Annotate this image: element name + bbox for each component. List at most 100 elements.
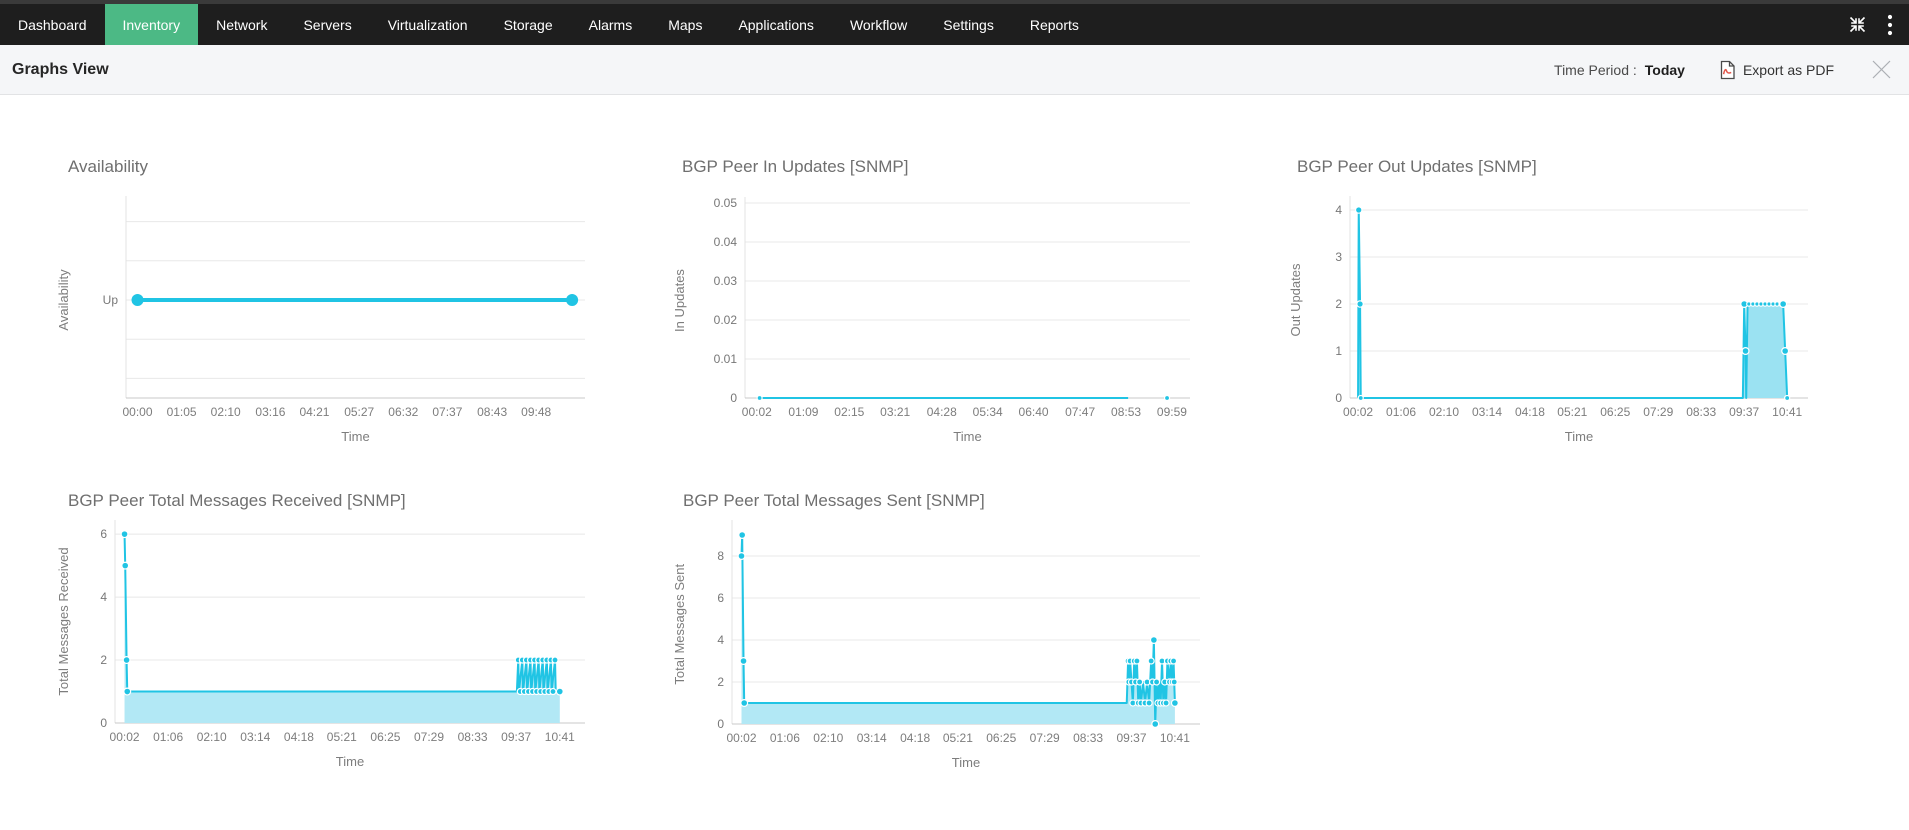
svg-text:Out Updates: Out Updates: [1288, 263, 1303, 336]
svg-text:08:33: 08:33: [458, 730, 488, 744]
nav-tab-alarms[interactable]: Alarms: [588, 16, 633, 33]
nav-tab-storage[interactable]: Storage: [503, 16, 553, 33]
time-period-value[interactable]: Today: [1644, 61, 1685, 78]
svg-text:03:14: 03:14: [857, 731, 887, 745]
nav-tab-inventory[interactable]: Inventory: [104, 4, 199, 45]
svg-text:Time: Time: [336, 754, 364, 769]
svg-text:07:29: 07:29: [414, 730, 444, 744]
svg-text:00:02: 00:02: [110, 730, 140, 744]
svg-text:03:14: 03:14: [240, 730, 270, 744]
pdf-icon: [1719, 60, 1736, 80]
page-title: Graphs View: [12, 60, 109, 78]
svg-text:00:02: 00:02: [1343, 405, 1373, 419]
svg-text:07:29: 07:29: [1030, 731, 1060, 745]
svg-text:8: 8: [717, 549, 724, 563]
svg-text:0.03: 0.03: [714, 274, 738, 288]
svg-text:Total Messages Sent: Total Messages Sent: [672, 564, 687, 685]
svg-text:Time: Time: [341, 429, 369, 444]
svg-text:06:25: 06:25: [1600, 405, 1630, 419]
svg-text:07:29: 07:29: [1643, 405, 1673, 419]
svg-text:0: 0: [1335, 391, 1342, 405]
top-navbar: Dashboard Inventory Network Servers Virtuali…: [0, 0, 1909, 45]
nav-tab-dashboard[interactable]: Dashboard: [18, 16, 87, 33]
svg-text:10:41: 10:41: [1160, 731, 1190, 745]
chart-title: Availability: [68, 157, 149, 176]
svg-text:Availability: Availability: [56, 269, 71, 331]
svg-text:4: 4: [100, 590, 107, 604]
svg-text:08:33: 08:33: [1686, 405, 1716, 419]
svg-text:01:09: 01:09: [788, 405, 818, 419]
svg-text:08:53: 08:53: [1111, 405, 1141, 419]
svg-text:0.02: 0.02: [714, 313, 738, 327]
svg-text:06:40: 06:40: [1019, 405, 1049, 419]
svg-text:06:25: 06:25: [986, 731, 1016, 745]
svg-text:04:18: 04:18: [1515, 405, 1545, 419]
nav-tab-reports[interactable]: Reports: [1029, 16, 1079, 33]
chart-title: BGP Peer Total Messages Received [SNMP]: [68, 491, 406, 510]
svg-text:08:43: 08:43: [477, 405, 507, 419]
chart-plot-4[interactable]: 8 6 4 2 000:02 01:06 02:10 03:14 04:18 05:21 06:25…: [672, 518, 1212, 776]
svg-text:09:59: 09:59: [1157, 405, 1187, 419]
chart-plot-0[interactable]: Up 00:00 01:05 02:10 03:16 04:21 05:27 06:32 07:…: [56, 186, 601, 450]
svg-text:10:41: 10:41: [545, 730, 575, 744]
collapse-icon[interactable]: [1848, 15, 1867, 34]
export-pdf-label: Export as PDF: [1742, 61, 1834, 78]
svg-text:09:37: 09:37: [1116, 731, 1146, 745]
svg-text:00:00: 00:00: [123, 405, 153, 419]
svg-text:6: 6: [717, 591, 724, 605]
svg-text:6: 6: [100, 527, 107, 541]
svg-text:09:37: 09:37: [501, 730, 531, 744]
time-period-label: Time Period :: [1554, 61, 1637, 78]
svg-text:02:15: 02:15: [834, 405, 864, 419]
svg-text:07:47: 07:47: [1065, 405, 1095, 419]
svg-text:3: 3: [1335, 250, 1342, 264]
svg-text:Time: Time: [952, 755, 980, 770]
svg-text:09:48: 09:48: [521, 405, 551, 419]
svg-text:00:02: 00:02: [726, 731, 756, 745]
svg-text:1: 1: [1335, 344, 1342, 358]
svg-text:04:28: 04:28: [927, 405, 957, 419]
export-pdf-button[interactable]: Export as PDF: [1719, 60, 1834, 80]
svg-text:07:37: 07:37: [432, 405, 462, 419]
svg-text:04:18: 04:18: [284, 730, 314, 744]
svg-text:2: 2: [100, 653, 107, 667]
nav-tab-network[interactable]: Network: [216, 16, 268, 33]
svg-text:06:25: 06:25: [370, 730, 400, 744]
svg-text:0: 0: [730, 391, 737, 405]
svg-text:4: 4: [717, 633, 724, 647]
svg-text:04:18: 04:18: [900, 731, 930, 745]
svg-text:Time: Time: [1565, 429, 1593, 444]
chart-plot-2[interactable]: 4 3 2 1 000:02 01:06 02:10 03:14 04:18 05:21 06:25…: [1288, 186, 1820, 450]
svg-text:05:34: 05:34: [973, 405, 1003, 419]
close-icon[interactable]: [1870, 58, 1893, 81]
nav-tab-applications[interactable]: Applications: [738, 16, 814, 33]
svg-text:10:41: 10:41: [1772, 405, 1802, 419]
svg-text:Up: Up: [103, 293, 119, 307]
svg-text:01:05: 01:05: [167, 405, 197, 419]
svg-text:0: 0: [717, 717, 724, 731]
svg-text:02:10: 02:10: [211, 405, 241, 419]
svg-text:2: 2: [1335, 297, 1342, 311]
chart-plot-3[interactable]: 6 4 2 000:02 01:06 02:10 03:14 04:18 05:21 06:25 0…: [56, 514, 601, 775]
more-menu-icon[interactable]: [1887, 14, 1893, 36]
svg-text:Time: Time: [953, 429, 981, 444]
svg-text:05:21: 05:21: [327, 730, 357, 744]
svg-text:06:32: 06:32: [388, 405, 418, 419]
chart-plot-1[interactable]: 0.05 0.04 0.03 0.02 0.01 0 00:02 01:09 02:15 03:2…: [672, 186, 1200, 450]
nav-tab-workflow[interactable]: Workflow: [849, 16, 908, 33]
svg-text:0.04: 0.04: [714, 235, 738, 249]
svg-text:0: 0: [100, 716, 107, 730]
svg-text:09:37: 09:37: [1729, 405, 1759, 419]
svg-text:4: 4: [1335, 203, 1342, 217]
svg-text:05:27: 05:27: [344, 405, 374, 419]
svg-text:03:16: 03:16: [255, 405, 285, 419]
nav-tab-maps[interactable]: Maps: [668, 16, 703, 33]
nav-tab-servers[interactable]: Servers: [303, 16, 352, 33]
nav-tab-settings[interactable]: Settings: [943, 16, 994, 33]
svg-text:01:06: 01:06: [153, 730, 183, 744]
svg-text:0.01: 0.01: [714, 352, 738, 366]
svg-text:Total Messages Received: Total Messages Received: [56, 547, 71, 695]
svg-text:02:10: 02:10: [813, 731, 843, 745]
nav-tab-virtualization[interactable]: Virtualization: [387, 16, 468, 33]
svg-text:03:14: 03:14: [1472, 405, 1502, 419]
